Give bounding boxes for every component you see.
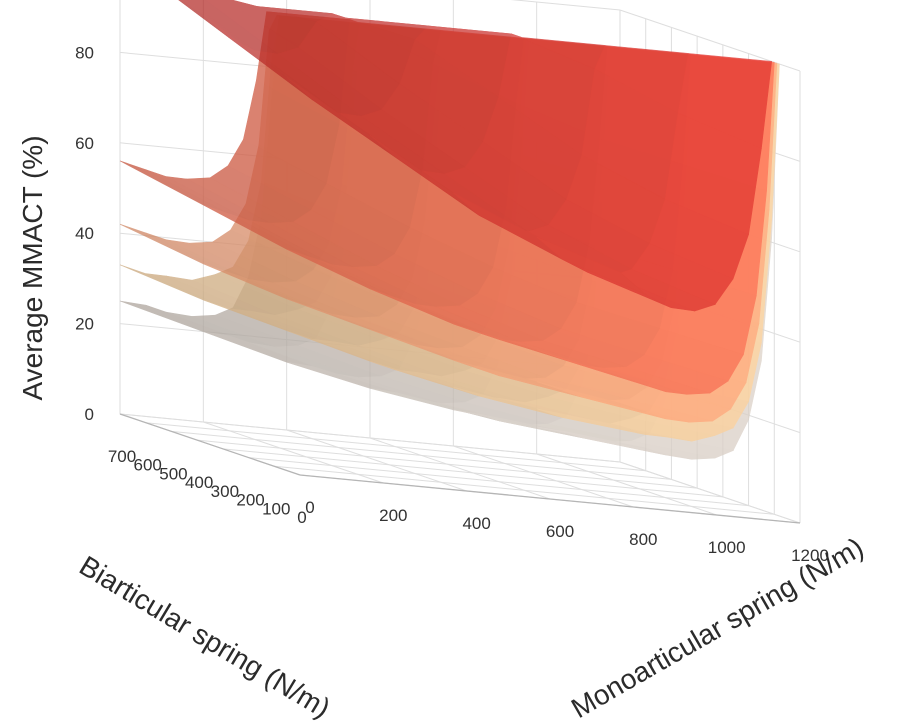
gridline-floor-y bbox=[369, 437, 551, 500]
z-tick-label: 80 bbox=[75, 43, 94, 62]
surface-patch bbox=[536, 426, 646, 449]
x-tick-label: 500 bbox=[159, 464, 187, 483]
surface-patch bbox=[536, 236, 646, 295]
y-axis-title: Monoarticular spring (N/m) bbox=[566, 531, 869, 724]
x-axis-line bbox=[119, 413, 301, 476]
surface-patch bbox=[536, 349, 646, 386]
x-axis-title: Biarticular spring (N/m) bbox=[74, 550, 335, 724]
gridline-floor-y bbox=[453, 445, 634, 508]
x-tick-label: 200 bbox=[236, 491, 264, 510]
z-tick-label: 0 bbox=[85, 405, 94, 424]
gridline-floor-y bbox=[286, 429, 467, 492]
gridline-floor-y bbox=[203, 421, 384, 484]
x-tick-label: 600 bbox=[134, 456, 162, 475]
z-tick-label: 60 bbox=[75, 134, 94, 153]
surface-layer bbox=[119, 0, 780, 460]
surface-patch bbox=[536, 381, 646, 413]
y-tick-label: 1200 bbox=[791, 546, 829, 565]
y-tick-label: 800 bbox=[629, 530, 657, 549]
gridline-back-horizontal bbox=[510, 0, 621, 11]
x-tick-label: 100 bbox=[262, 499, 290, 518]
x-tick-label: 400 bbox=[185, 473, 213, 492]
gridline-floor-y bbox=[619, 461, 801, 524]
x-tick-label: 0 bbox=[297, 508, 306, 527]
surface-patch bbox=[536, 408, 646, 435]
x-tick-label: 700 bbox=[108, 447, 136, 466]
z-tick-label: 20 bbox=[75, 315, 94, 334]
y-tick-label: 200 bbox=[379, 506, 407, 525]
gridline-side-horizontal bbox=[619, 9, 801, 72]
y-tick-label: 1000 bbox=[708, 538, 746, 557]
y-axis-line bbox=[299, 474, 801, 524]
x-tick-label: 300 bbox=[211, 482, 239, 501]
gridline-floor-y bbox=[536, 453, 717, 516]
y-tick-label: 400 bbox=[462, 514, 490, 533]
surface-4 bbox=[178, 0, 773, 312]
y-tick-label: 600 bbox=[546, 522, 574, 541]
z-tick-label: 40 bbox=[75, 224, 94, 243]
z-axis-title: Average MMACT (%) bbox=[17, 135, 48, 400]
y-tick-label: 0 bbox=[305, 498, 314, 517]
tick-layer: 0204060801000100200300400500600700020040… bbox=[75, 43, 829, 565]
